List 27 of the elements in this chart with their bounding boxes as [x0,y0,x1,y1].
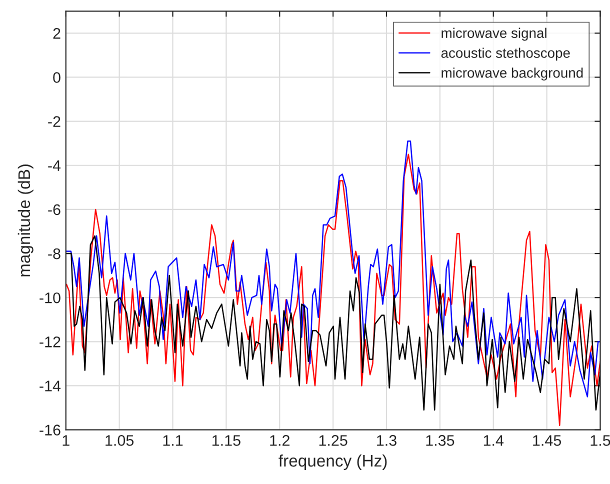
y-tick-label: -4 [48,160,61,171]
y-tick-label: -12 [40,336,60,348]
x-tick-label: 1.3 [377,435,396,446]
legend-label: microwave background [442,68,583,81]
line-series [66,235,600,411]
y-tick-label: -2 [48,116,60,127]
y-tick-label: 2 [53,28,60,39]
x-tick-label: 1.4 [484,435,504,446]
y-tick-label: -14 [40,380,61,392]
y-tick-label: -8 [48,248,60,260]
x-tick-label: 1.2 [270,435,290,446]
y-tick-label: -10 [40,292,60,304]
x-tick-label: 1.45 [533,435,562,446]
legend-label: acoustic stethoscope [441,48,570,61]
x-tick-label: 1.25 [319,435,348,446]
x-tick-label: 1.15 [212,435,240,446]
x-tick-label: 1.1 [163,435,183,446]
y-tick-label: -6 [48,204,60,216]
x-tick-label: 1.5 [590,435,610,446]
y-tick-label: -16 [40,424,60,436]
x-axis-title: frequency (Hz) [278,454,387,470]
x-tick-label: 1.05 [106,435,134,446]
legend-label: microwave signal [442,28,546,41]
x-tick-label: 1.35 [426,435,454,446]
y-axis-title: magnitude (dB) [18,164,34,276]
y-tick-label: 0 [53,72,60,83]
x-tick-label: 1 [62,435,70,446]
